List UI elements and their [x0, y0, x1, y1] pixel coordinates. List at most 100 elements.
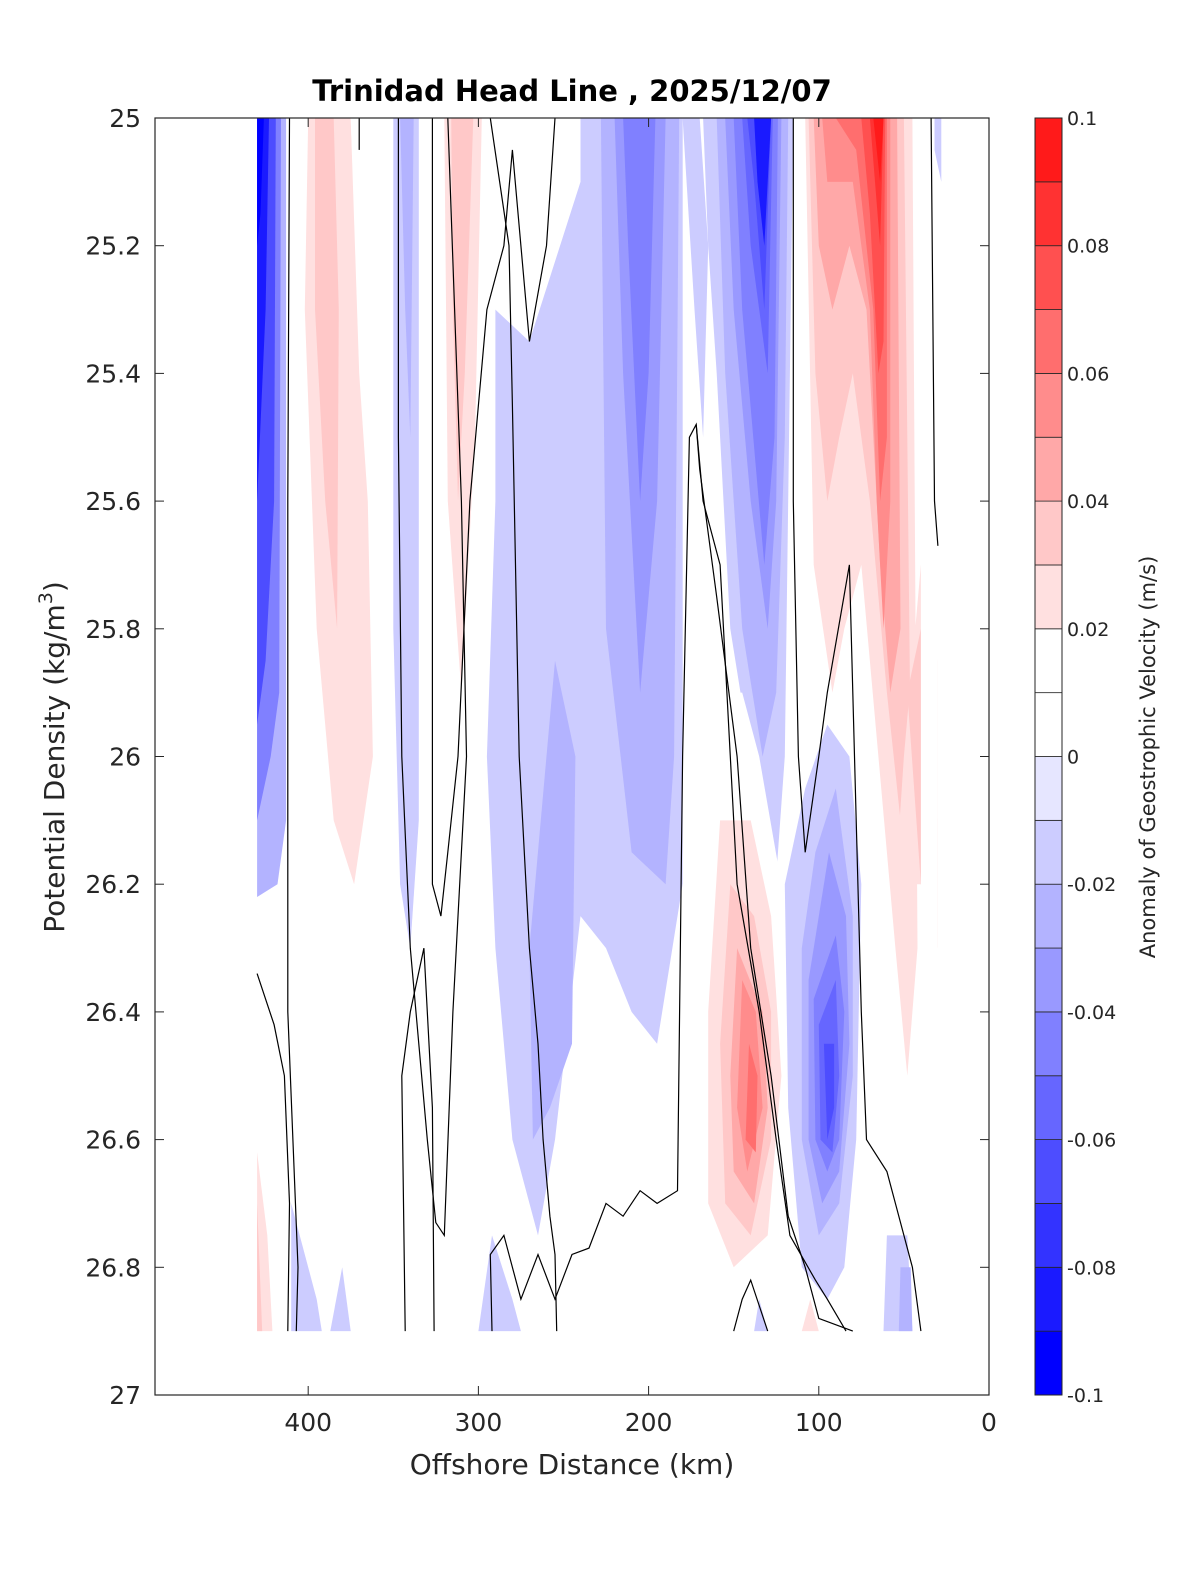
y-tick-label: 25.6 — [85, 487, 141, 516]
y-tick-label: 27 — [109, 1381, 141, 1410]
contour-region-7 — [257, 1152, 273, 1332]
contour-region-50 — [873, 118, 884, 182]
x-tick-label: 0 — [981, 1408, 997, 1437]
colorbar-tick-label: 0.02 — [1067, 619, 1109, 641]
colorbar-tick-label: -0.08 — [1067, 1257, 1116, 1279]
colorbar-block — [1034, 309, 1063, 374]
contour-region-62 — [898, 1267, 913, 1332]
contour-region-54 — [934, 118, 942, 182]
colorbar-block — [1034, 181, 1063, 247]
contour-region-64 — [801, 1299, 819, 1332]
colorbar-block — [1034, 1203, 1063, 1268]
contour-region-17 — [451, 118, 474, 502]
colorbar-block — [1034, 947, 1063, 1013]
contour-region-24 — [291, 1203, 322, 1332]
colorbar-tick-label: -0.06 — [1067, 1130, 1116, 1152]
x-tick-label: 400 — [284, 1408, 332, 1437]
y-tick-label: 25.4 — [85, 359, 141, 388]
contour-region-65 — [754, 1299, 768, 1332]
colorbar-tick-label: 0 — [1067, 747, 1079, 769]
colorbar-block — [1034, 500, 1063, 566]
zero-contour-line-5 — [401, 947, 435, 1332]
zero-contour-line-1 — [256, 973, 291, 1332]
zero-contour-line-7 — [695, 424, 854, 1332]
colorbar-block — [1034, 1011, 1063, 1077]
zero-contour-layer — [256, 117, 939, 1332]
colorbar-tick-label: -0.02 — [1067, 874, 1116, 896]
contour-region-12 — [350, 118, 382, 406]
chart-title: Trinidad Head Line , 2025/12/07 — [312, 74, 832, 108]
y-tick-label: 26 — [109, 743, 141, 772]
contour-region-5 — [257, 118, 264, 246]
y-axis-ticks: 25 25.2 25.4 25.6 25.8 26 26.2 26.4 26.6 26.8 27 — [85, 104, 989, 1410]
zero-contour-line-8 — [792, 118, 922, 1332]
colorbar-block — [1034, 1075, 1063, 1140]
zero-contour-line-0 — [287, 117, 299, 1332]
colorbar-block — [1034, 819, 1063, 885]
y-tick-label: 26.6 — [85, 1126, 141, 1155]
colorbar-block — [1034, 756, 1063, 821]
contour-region-8 — [257, 1203, 263, 1332]
zero-contour-line-6 — [489, 422, 847, 1332]
colorbar-block — [1034, 436, 1063, 502]
colorbar-tick-label: -0.1 — [1067, 1385, 1104, 1407]
contour-region-25 — [330, 1267, 351, 1332]
x-tick-label: 100 — [795, 1408, 843, 1437]
colorbar-block — [1034, 117, 1063, 183]
y-axis-label-main: Potential Density (kg/m — [38, 604, 71, 933]
zero-contour-line-9 — [930, 117, 939, 546]
colorbar: 0.1 0.08 0.06 0.04 0.02 0 -0.02 -0.04 -0.06 -0.08… — [1034, 108, 1160, 1407]
zero-contour-line-3 — [489, 117, 558, 1332]
contour-region-41 — [745, 1043, 758, 1153]
x-axis-ticks: 400 300 200 100 0 — [284, 118, 997, 1437]
colorbar-block — [1034, 245, 1063, 310]
colorbar-blocks — [1034, 117, 1063, 1396]
y-axis-label-group: Potential Density (kg/m3) — [35, 581, 71, 933]
colorbar-ticks: 0.1 0.08 0.06 0.04 0.02 0 -0.02 -0.04 -0.06 -0.08… — [1067, 108, 1116, 1407]
y-tick-label: 26.4 — [85, 998, 141, 1027]
colorbar-tick-label: -0.04 — [1067, 1002, 1116, 1024]
contour-region-23 — [623, 118, 656, 502]
colorbar-block — [1034, 1266, 1063, 1332]
contour-region-60 — [823, 1043, 835, 1140]
colorbar-label: Anomaly of Geostrophic Velocity (m/s) — [1136, 556, 1160, 959]
zero-contour-line-4 — [431, 117, 556, 917]
colorbar-label-group: Anomaly of Geostrophic Velocity (m/s) — [1136, 556, 1160, 959]
contour-region-35 — [754, 118, 772, 246]
colorbar-block — [1034, 1139, 1063, 1204]
contour-region-27 — [580, 1254, 669, 1332]
contour-region-13 — [393, 118, 419, 949]
colorbar-tick-label: 0.08 — [1067, 236, 1109, 258]
x-tick-label: 200 — [625, 1408, 673, 1437]
colorbar-block — [1034, 372, 1063, 438]
colorbar-block — [1034, 1330, 1063, 1396]
zero-contour-line-10 — [733, 1278, 769, 1332]
y-tick-label: 25.8 — [85, 615, 141, 644]
contour-region-14 — [400, 118, 414, 438]
y-axis-label-superscript: 3 — [35, 592, 57, 604]
colorbar-tick-label: 0.06 — [1067, 363, 1109, 385]
zero-contour-line-2 — [397, 117, 468, 1238]
contour-fill-layer — [257, 118, 942, 1332]
x-tick-label: 300 — [455, 1408, 503, 1437]
y-tick-label: 26.2 — [85, 870, 141, 899]
y-tick-label: 25.2 — [85, 232, 141, 261]
colorbar-tick-label: 0.04 — [1067, 491, 1109, 513]
contour-region-28 — [423, 1299, 436, 1332]
colorbar-block — [1034, 883, 1063, 949]
y-tick-label: 26.8 — [85, 1253, 141, 1282]
contour-region-26 — [478, 1235, 521, 1332]
contour-region-19 — [529, 660, 576, 1140]
colorbar-block — [1034, 628, 1063, 694]
colorbar-block — [1034, 692, 1063, 757]
y-axis-label-suffix: ) — [38, 581, 71, 592]
x-axis-label: Offshore Distance (km) — [410, 1448, 735, 1481]
contour-region-53 — [920, 437, 938, 1332]
colorbar-block — [1034, 564, 1063, 630]
plot-area: 400 300 200 100 0 25 25.2 25.4 25.6 25.8 26 26.2 26… — [85, 104, 997, 1437]
y-tick-label: 25 — [109, 104, 141, 133]
colorbar-frame — [1034, 117, 1063, 1396]
contour-region-11 — [315, 118, 339, 629]
y-axis-label: Potential Density (kg/m3) — [35, 581, 71, 933]
